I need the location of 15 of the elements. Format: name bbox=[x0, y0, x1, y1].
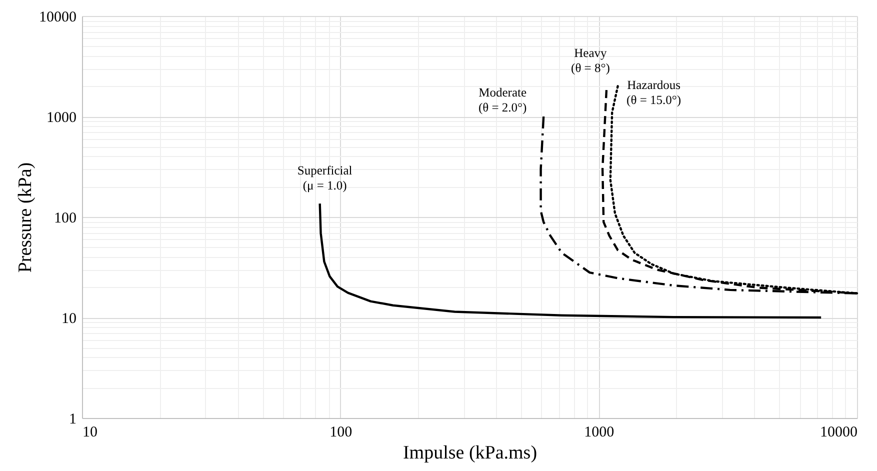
series-label: Hazardous (θ = 15.0°) bbox=[626, 78, 682, 108]
x-tick-label: 1000 bbox=[584, 424, 614, 440]
y-tick-label: 10000 bbox=[39, 10, 76, 26]
x-tick-label: 100 bbox=[330, 424, 352, 440]
y-tick-label: 10 bbox=[62, 311, 76, 327]
y-tick-label: 100 bbox=[54, 210, 76, 226]
y-axis-title: Pressure (kPa) bbox=[15, 162, 36, 273]
series-label: Superficial (μ = 1.0) bbox=[297, 164, 353, 193]
x-tick-label: 10 bbox=[82, 424, 98, 440]
x-tick-label: 10000 bbox=[820, 424, 858, 440]
x-axis-title: Impulse (kPa.ms) bbox=[402, 442, 538, 464]
y-tick-label: 1 bbox=[69, 412, 76, 428]
y-tick-label: 1000 bbox=[46, 110, 76, 126]
series-label: Heavy (θ = 8°) bbox=[571, 46, 610, 76]
series-label: Moderate (θ = 2.0°) bbox=[478, 86, 527, 114]
